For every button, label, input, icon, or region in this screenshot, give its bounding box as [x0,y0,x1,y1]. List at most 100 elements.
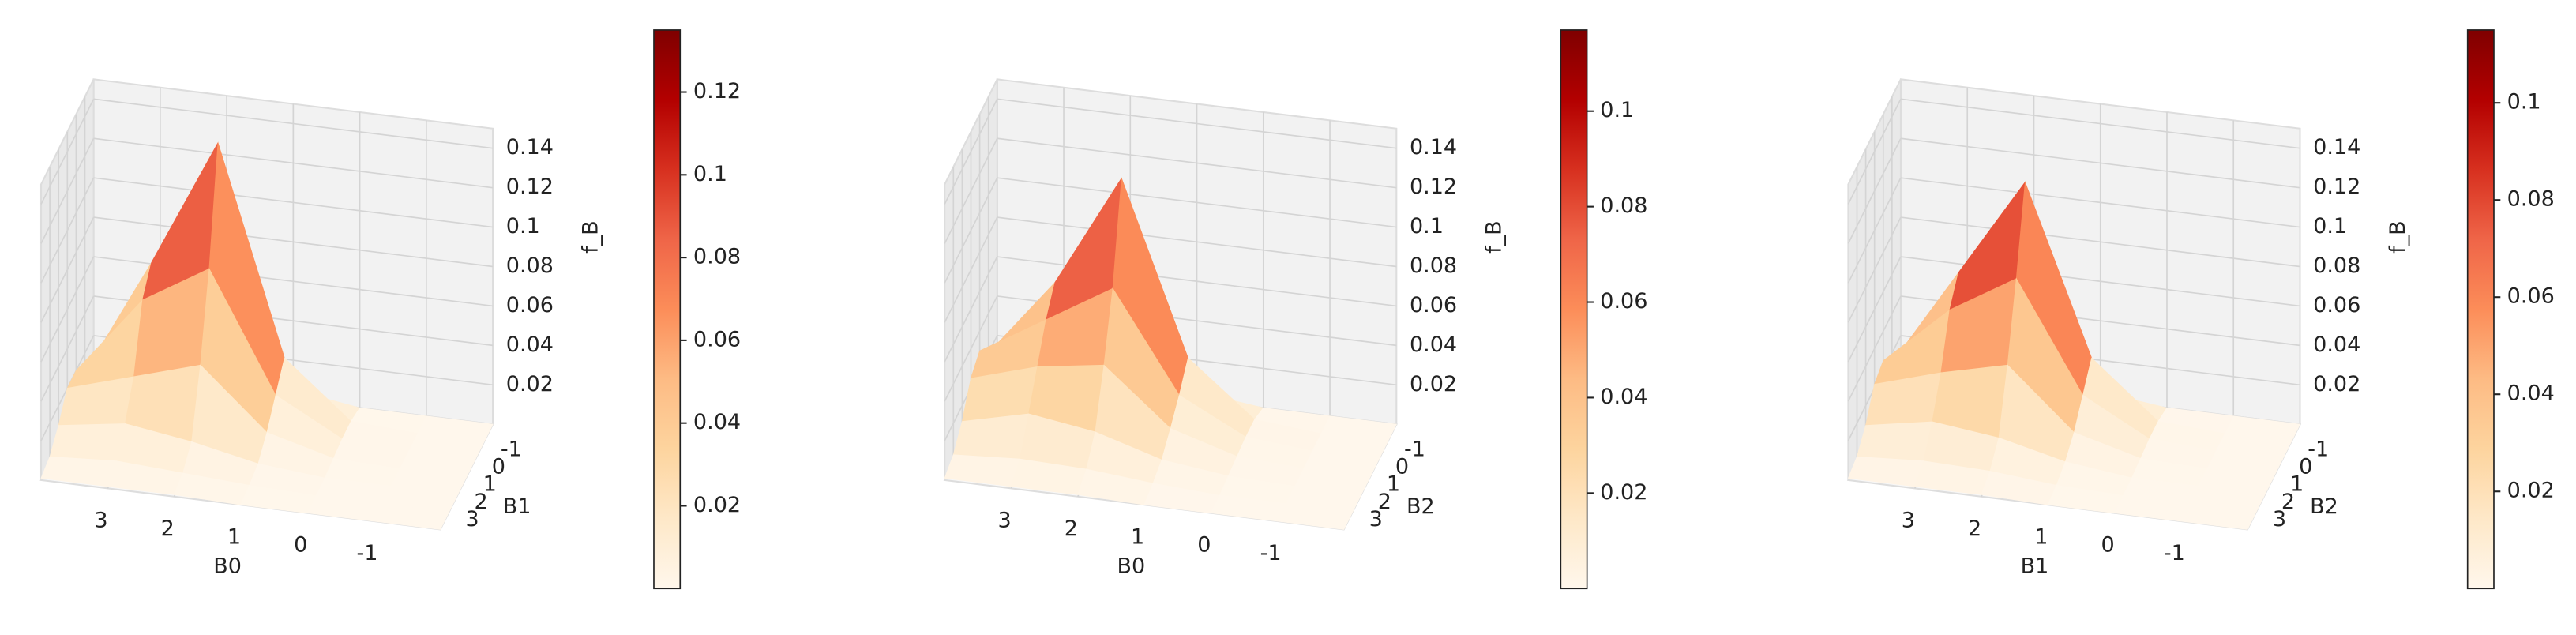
colorbar-tick-label: 0.1 [2507,90,2541,115]
y-axis-label: B1 [503,494,531,519]
z-tick-label: 0.08 [506,254,554,278]
grid-line [1847,98,1902,205]
colorbar-tick-label: 0.02 [2507,479,2555,503]
y-tick-label: 1 [2290,472,2304,497]
z-axis-label: f_B [578,220,603,254]
z-tick-label: 0.06 [1410,293,1457,318]
x-axis-label: B0 [213,554,242,579]
grid-line [944,98,998,205]
z-tick-label: 0.12 [506,175,554,199]
x-tick-label: 2 [1065,517,1078,541]
grid-line [40,98,95,205]
colorbar-tick-label: 0.12 [693,79,741,103]
x-tick-label: 0 [1197,533,1211,558]
x-tick-label: -1 [2164,541,2185,565]
z-tick-label: 0.06 [506,293,554,318]
grid-line [93,98,494,149]
grid-line [1900,137,2300,189]
grid-line [1847,137,1902,244]
z-tick-label: 0.08 [1410,254,1457,278]
grid-line [944,137,998,244]
z-tick-label: 0.12 [1410,175,1457,199]
z-tick-label: 0.14 [2313,135,2360,160]
y-tick-label: -1 [1404,437,1425,461]
z-tick-label: 0.14 [506,135,554,160]
y-axis-label: B2 [1406,494,1435,519]
grid-line [997,256,1397,307]
y-tick-label: 0 [1395,455,1409,479]
surface-patch [1856,421,1933,462]
grid-line [93,177,494,228]
y-tick-label: 3 [465,507,479,532]
x-tick-label: 3 [998,508,1012,532]
colorbar-tick-label: 0.08 [1600,194,1647,218]
colorbar [1560,29,1588,590]
grid-line [997,98,1397,149]
x-tick-label: 1 [1131,524,1144,549]
surface-patch [49,423,126,462]
grid-line [40,137,95,244]
z-tick-label: 0.04 [2313,333,2360,357]
y-tick-label: 2 [1378,490,1391,514]
colorbar-tick-label: 0.08 [2507,187,2555,212]
grid-line [1900,98,2300,149]
y-tick-label: 2 [475,490,488,514]
colorbar-tick-label: 0.06 [2507,284,2555,309]
z-tick-label: 0.04 [1410,333,1457,357]
colorbar-tick-label: 0.08 [693,245,741,269]
x-tick-label: -1 [356,541,377,565]
y-tick-label: 3 [1369,507,1383,532]
colorbar [2466,29,2495,590]
grid-line [1847,216,1902,323]
grid-line [1847,177,1902,284]
surface-patch [2180,503,2257,530]
grid-line [944,216,998,323]
grid-line [40,256,95,363]
colorbar-tick-label: 0.04 [1600,385,1647,409]
grid-line [997,177,1397,228]
z-tick-label: 0.04 [506,333,554,357]
z-tick-label: 0.12 [2313,175,2360,199]
z-tick-label: 0.08 [2313,254,2360,278]
z-tick-label: 0.1 [1410,214,1444,239]
colorbar-tick-label: 0.1 [693,162,727,186]
x-tick-label: 1 [227,524,241,549]
grid-line [944,295,998,402]
z-tick-label: 0.1 [506,214,540,239]
surface-patch [1276,503,1354,530]
grid-line [944,177,998,284]
grid-line [93,216,494,268]
z-tick-label: 0.02 [506,372,554,396]
grid-line [1900,216,2300,268]
y-axis-label: B2 [2310,494,2338,519]
grid-line [40,216,95,323]
y-tick-label: 0 [2299,455,2312,479]
x-tick-label: 0 [2101,533,2114,558]
x-axis-label: B1 [2021,554,2049,579]
y-tick-label: -1 [2308,437,2329,461]
y-tick-label: 3 [2273,507,2286,532]
grid-line [1900,177,2300,228]
x-tick-label: 2 [161,517,175,541]
colorbar-tick-label: 0.06 [1600,289,1647,314]
surface-patch [373,503,450,530]
grid-line [40,295,95,402]
grid-line [997,137,1397,189]
z-tick-label: 0.06 [2313,293,2360,318]
z-tick-label: 0.14 [1410,135,1457,160]
grid-line [1847,295,1902,402]
x-tick-label: 2 [1968,517,1981,541]
colorbar-tick-label: 0.06 [693,327,741,351]
x-axis-label: B0 [1117,554,1145,579]
z-axis-label: f_B [2386,220,2410,254]
colorbar-tick-label: 0.02 [1600,480,1647,505]
x-tick-label: 0 [294,533,307,558]
y-tick-label: 1 [483,472,497,497]
z-tick-label: 0.02 [2313,372,2360,396]
colorbar-tick-label: 0.02 [693,493,741,517]
x-tick-label: -1 [1260,541,1282,565]
x-tick-label: 3 [94,508,107,532]
x-tick-label: 1 [2034,524,2048,549]
grid-line [93,137,494,189]
